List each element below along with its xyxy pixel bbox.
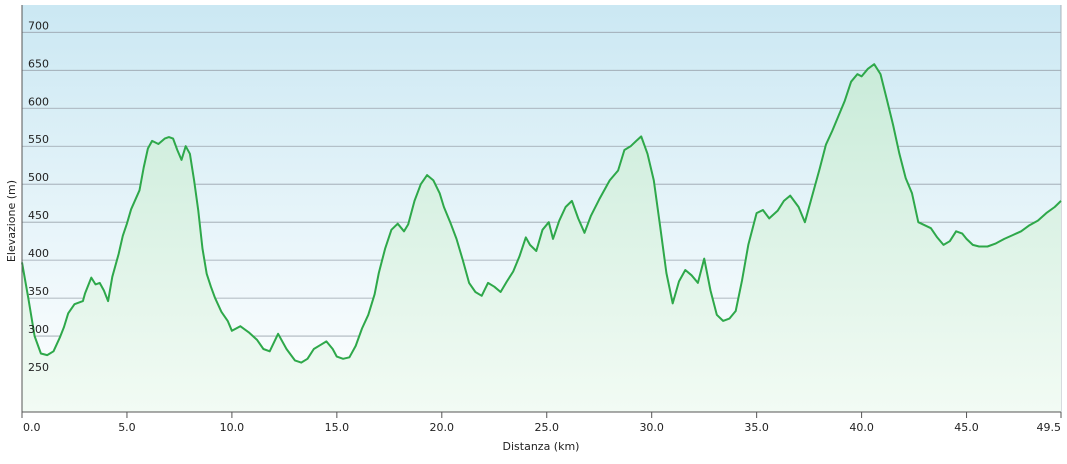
x-tick-label: 40.0 — [849, 421, 874, 434]
elevation-area — [22, 64, 1061, 412]
x-tick-label: 30.0 — [639, 421, 664, 434]
y-tick-label: 550 — [28, 133, 49, 146]
y-tick-label: 650 — [28, 57, 49, 70]
x-tick-label: 25.0 — [534, 421, 559, 434]
x-tick-label: 0.0 — [23, 421, 41, 434]
x-tick-label: 45.0 — [954, 421, 979, 434]
x-tick-label: 49.5 — [1037, 421, 1062, 434]
y-tick-label: 450 — [28, 209, 49, 222]
y-axis-ticks: 250 300 350 400 450 500 550 600 650 700 — [28, 19, 49, 374]
x-axis-ticks: 0.0 5.0 10.0 15.0 20.0 25.0 30.0 35.0 40.0 45.0 49… — [21, 412, 1062, 434]
y-tick-label: 400 — [28, 247, 49, 260]
x-axis-label: Distanza (km) — [503, 440, 580, 453]
x-tick-label: 20.0 — [430, 421, 455, 434]
x-tick-label: 10.0 — [220, 421, 245, 434]
x-tick-label: 35.0 — [744, 421, 769, 434]
y-tick-label: 250 — [28, 361, 49, 374]
x-tick-label: 5.0 — [118, 421, 136, 434]
y-tick-label: 350 — [28, 285, 49, 298]
x-tick-label: 15.0 — [325, 421, 350, 434]
y-tick-label: 500 — [28, 171, 49, 184]
y-axis-label: Elevazione (m) — [5, 180, 18, 262]
y-tick-label: 600 — [28, 95, 49, 108]
elevation-line — [21, 63, 1062, 364]
y-tick-label: 700 — [28, 19, 49, 32]
y-tick-label: 300 — [28, 323, 49, 336]
